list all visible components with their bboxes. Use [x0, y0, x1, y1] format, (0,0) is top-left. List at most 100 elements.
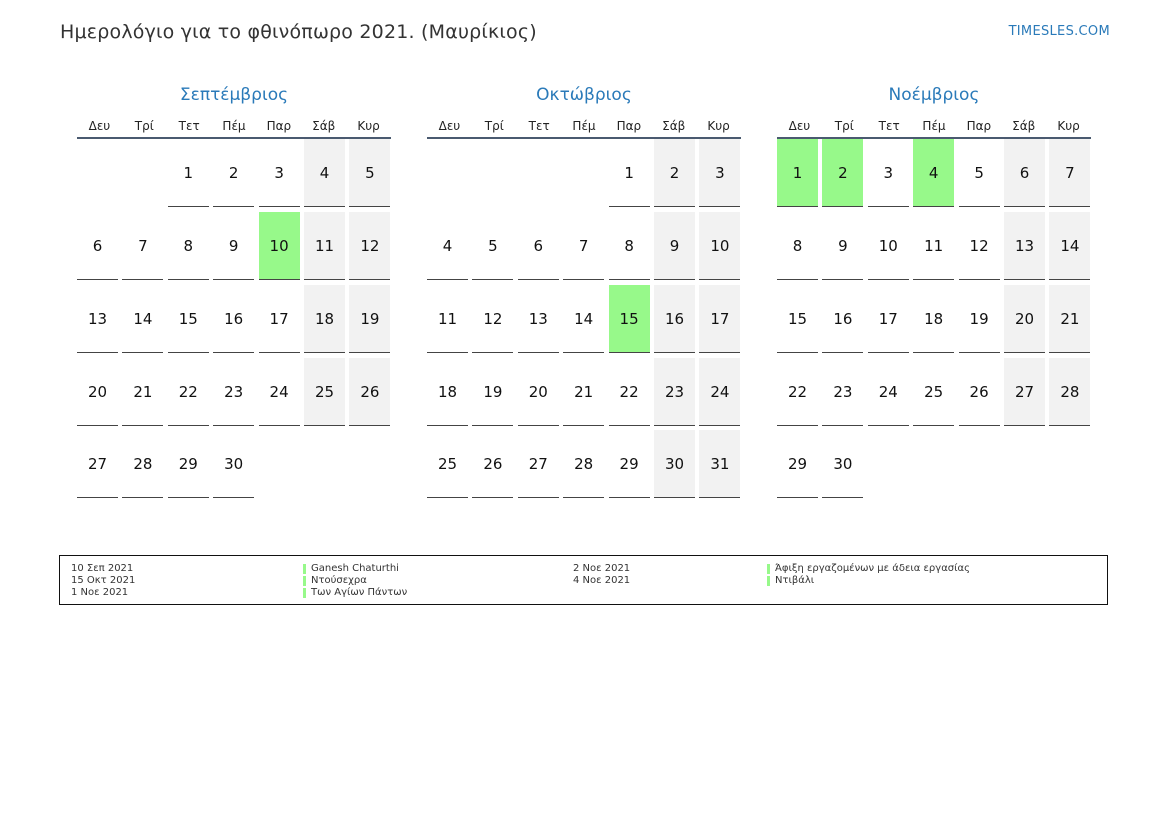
- weekday-header: Δευ Τρί Τετ Πέμ Παρ Σάβ Κυρ: [777, 115, 1091, 139]
- day-cell: 22: [167, 358, 209, 426]
- weekday-label: Πέμ: [922, 119, 946, 133]
- weekday-label: Σάβ: [662, 119, 686, 133]
- legend-color-marker: [303, 576, 306, 586]
- weekday-label: Δευ: [88, 119, 111, 133]
- day-cell: 12: [958, 212, 1000, 280]
- day-cell: 5: [958, 139, 1000, 207]
- holiday-day-cell: 4: [913, 139, 955, 207]
- day-cell: 23: [822, 358, 864, 426]
- month-name: Νοέμβριος: [888, 85, 980, 105]
- weekday-header: Δευ Τρί Τετ Πέμ Παρ Σάβ Κυρ: [77, 115, 391, 139]
- day-cell: 27: [517, 430, 559, 498]
- month-calendar: Οκτώβριος Δευ Τρί Τετ Πέμ Παρ Σάβ Κυρ 1 2 3 4 5 6 7 8 9 1…: [427, 84, 741, 504]
- day-cell: 28: [1049, 358, 1091, 426]
- month-name: Σεπτέμβριος: [179, 85, 289, 105]
- weekday-label: Κυρ: [1057, 119, 1080, 133]
- day-cell: 11: [913, 212, 955, 280]
- day-cell: 3: [867, 139, 909, 207]
- legend-holiday-name: Των Αγίων Πάντων: [311, 587, 408, 598]
- day-cell: 19: [958, 285, 1000, 353]
- day-cell: 14: [122, 285, 164, 353]
- day-cell: 6: [517, 212, 559, 280]
- day-cell: 10: [699, 212, 741, 280]
- day-cell: 30: [822, 430, 864, 498]
- day-cell: 1: [608, 139, 650, 207]
- day-cell: 8: [167, 212, 209, 280]
- day-cell: 24: [867, 358, 909, 426]
- day-cell: 22: [777, 358, 818, 426]
- weekday-label: Τρί: [834, 119, 854, 133]
- day-cell: 5: [472, 212, 514, 280]
- holiday-day-cell: 10: [258, 212, 300, 280]
- day-cell: 2: [654, 139, 695, 207]
- day-cell: 17: [699, 285, 741, 353]
- weekday-label: Τετ: [878, 119, 900, 133]
- legend-color-marker: [767, 564, 770, 574]
- day-cell: 16: [213, 285, 255, 353]
- day-cell: 4: [304, 139, 345, 207]
- weekday-header: Δευ Τρί Τετ Πέμ Παρ Σάβ Κυρ: [427, 115, 741, 139]
- day-cell: 29: [167, 430, 209, 498]
- legend-color-marker: [767, 576, 770, 586]
- holiday-day-cell: 15: [608, 285, 650, 353]
- day-cell: 17: [258, 285, 300, 353]
- legend-holiday-name: Ganesh Chaturthi: [311, 563, 399, 574]
- day-cell: 8: [608, 212, 650, 280]
- brand-link[interactable]: TIMESLES.COM: [1008, 24, 1110, 39]
- holiday-day-cell: 2: [822, 139, 864, 207]
- day-grid: 1 2 3 4 5 6 7 8 9 10 11 12 13 14 15 16 17 18 19 20 21 22 23 24 2…: [77, 139, 391, 504]
- page-title: Ημερολόγιο για το φθινόπωρο 2021. (Μαυρί…: [60, 21, 537, 43]
- day-cell: 12: [349, 212, 391, 280]
- day-cell: 29: [608, 430, 650, 498]
- weekday-label: Παρ: [616, 119, 642, 133]
- day-cell: 3: [258, 139, 300, 207]
- day-cell: 13: [517, 285, 559, 353]
- day-cell: 29: [777, 430, 818, 498]
- day-cell: 21: [563, 358, 605, 426]
- day-cell: 1: [167, 139, 209, 207]
- day-cell: 11: [427, 285, 468, 353]
- day-cell: 31: [699, 430, 741, 498]
- weekday-label: Παρ: [966, 119, 992, 133]
- day-cell: 17: [867, 285, 909, 353]
- day-cell: 19: [349, 285, 391, 353]
- holiday-day-cell: 1: [777, 139, 818, 207]
- weekday-label: Δευ: [788, 119, 811, 133]
- month-name: Οκτώβριος: [536, 85, 632, 105]
- day-cell: 16: [822, 285, 864, 353]
- day-cell: 18: [913, 285, 955, 353]
- day-cell: 23: [654, 358, 695, 426]
- day-cell: 22: [608, 358, 650, 426]
- day-cell: 28: [563, 430, 605, 498]
- legend-holiday-name: Ντιβάλι: [775, 575, 815, 586]
- legend-holiday-name: Ντούσεχρα: [311, 575, 367, 586]
- month-calendar: Νοέμβριος Δευ Τρί Τετ Πέμ Παρ Σάβ Κυρ 1 2 3 4 5 6 7 8 9 1…: [777, 84, 1091, 504]
- day-cell: 18: [304, 285, 345, 353]
- day-cell: 20: [517, 358, 559, 426]
- weekday-label: Τρί: [134, 119, 154, 133]
- day-cell: 2: [213, 139, 255, 207]
- day-cell: 14: [1049, 212, 1091, 280]
- day-cell: 15: [167, 285, 209, 353]
- day-grid: 1 2 3 4 5 6 7 8 9 10 11 12 13 14 15 16 17 18 19 20 21 22 23 24 2…: [777, 139, 1091, 504]
- day-cell: 13: [77, 285, 118, 353]
- day-cell: 25: [913, 358, 955, 426]
- weekday-label: Τρί: [484, 119, 504, 133]
- day-cell: 26: [349, 358, 391, 426]
- day-cell: 20: [77, 358, 118, 426]
- legend-date: 4 Νοε 2021: [573, 575, 631, 586]
- weekday-label: Πέμ: [222, 119, 246, 133]
- weekday-label: Τετ: [178, 119, 200, 133]
- month-calendar: Σεπτέμβριος Δευ Τρί Τετ Πέμ Παρ Σάβ Κυρ 1 2 3 4 5 6 7 8…: [77, 84, 391, 504]
- weekday-label: Δευ: [438, 119, 461, 133]
- day-cell: 6: [1004, 139, 1045, 207]
- day-cell: 30: [213, 430, 255, 498]
- weekday-label: Κυρ: [707, 119, 730, 133]
- day-grid: 1 2 3 4 5 6 7 8 9 10 11 12 13 14 15 16 17 18 19 20 21 22 23 24 2…: [427, 139, 741, 504]
- day-cell: 12: [472, 285, 514, 353]
- day-cell: 5: [349, 139, 391, 207]
- weekday-label: Σάβ: [1012, 119, 1036, 133]
- day-cell: 25: [304, 358, 345, 426]
- day-cell: 19: [472, 358, 514, 426]
- day-cell: 25: [427, 430, 468, 498]
